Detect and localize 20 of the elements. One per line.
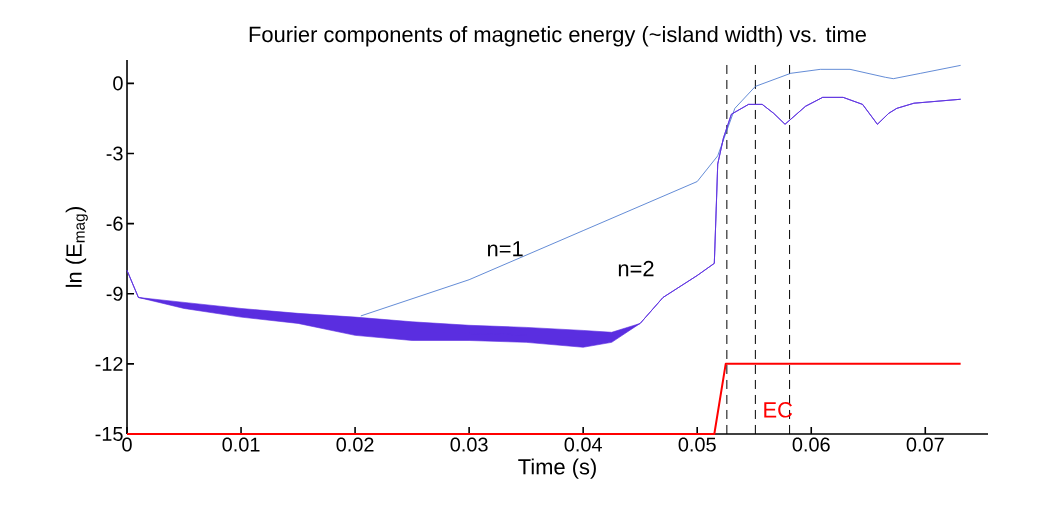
x-tick-label: 0.02 (336, 437, 374, 452)
y-tick-label: 0 (113, 76, 123, 91)
y-tick-label: -12 (95, 356, 123, 371)
y-tick-label: -6 (106, 216, 123, 231)
x-axis-title: Time (s) (518, 458, 596, 479)
y-axis-title: ln (E$_{mag}$) (65, 206, 88, 287)
x-tick-label: 0.04 (564, 437, 602, 452)
line-series (360, 64, 962, 317)
x-tick-label: 0.01 (222, 437, 260, 452)
x-tick-label: 0.06 (792, 437, 830, 452)
x-tick-label: 0.03 (450, 437, 488, 452)
y-tick-label: -9 (106, 286, 123, 301)
series-label: EC (764, 402, 793, 418)
y-tick-label: -15 (95, 427, 123, 441)
series-label: n=2 (618, 260, 654, 277)
chart-title: Fourier components of magnetic energy (~island width) vs. time (249, 26, 866, 47)
x-tick-label: 0.07 (906, 437, 944, 452)
series-label: n=1 (487, 241, 523, 257)
x-tick-label: 0.05 (678, 437, 716, 452)
y-tick-label: -3 (106, 146, 123, 161)
